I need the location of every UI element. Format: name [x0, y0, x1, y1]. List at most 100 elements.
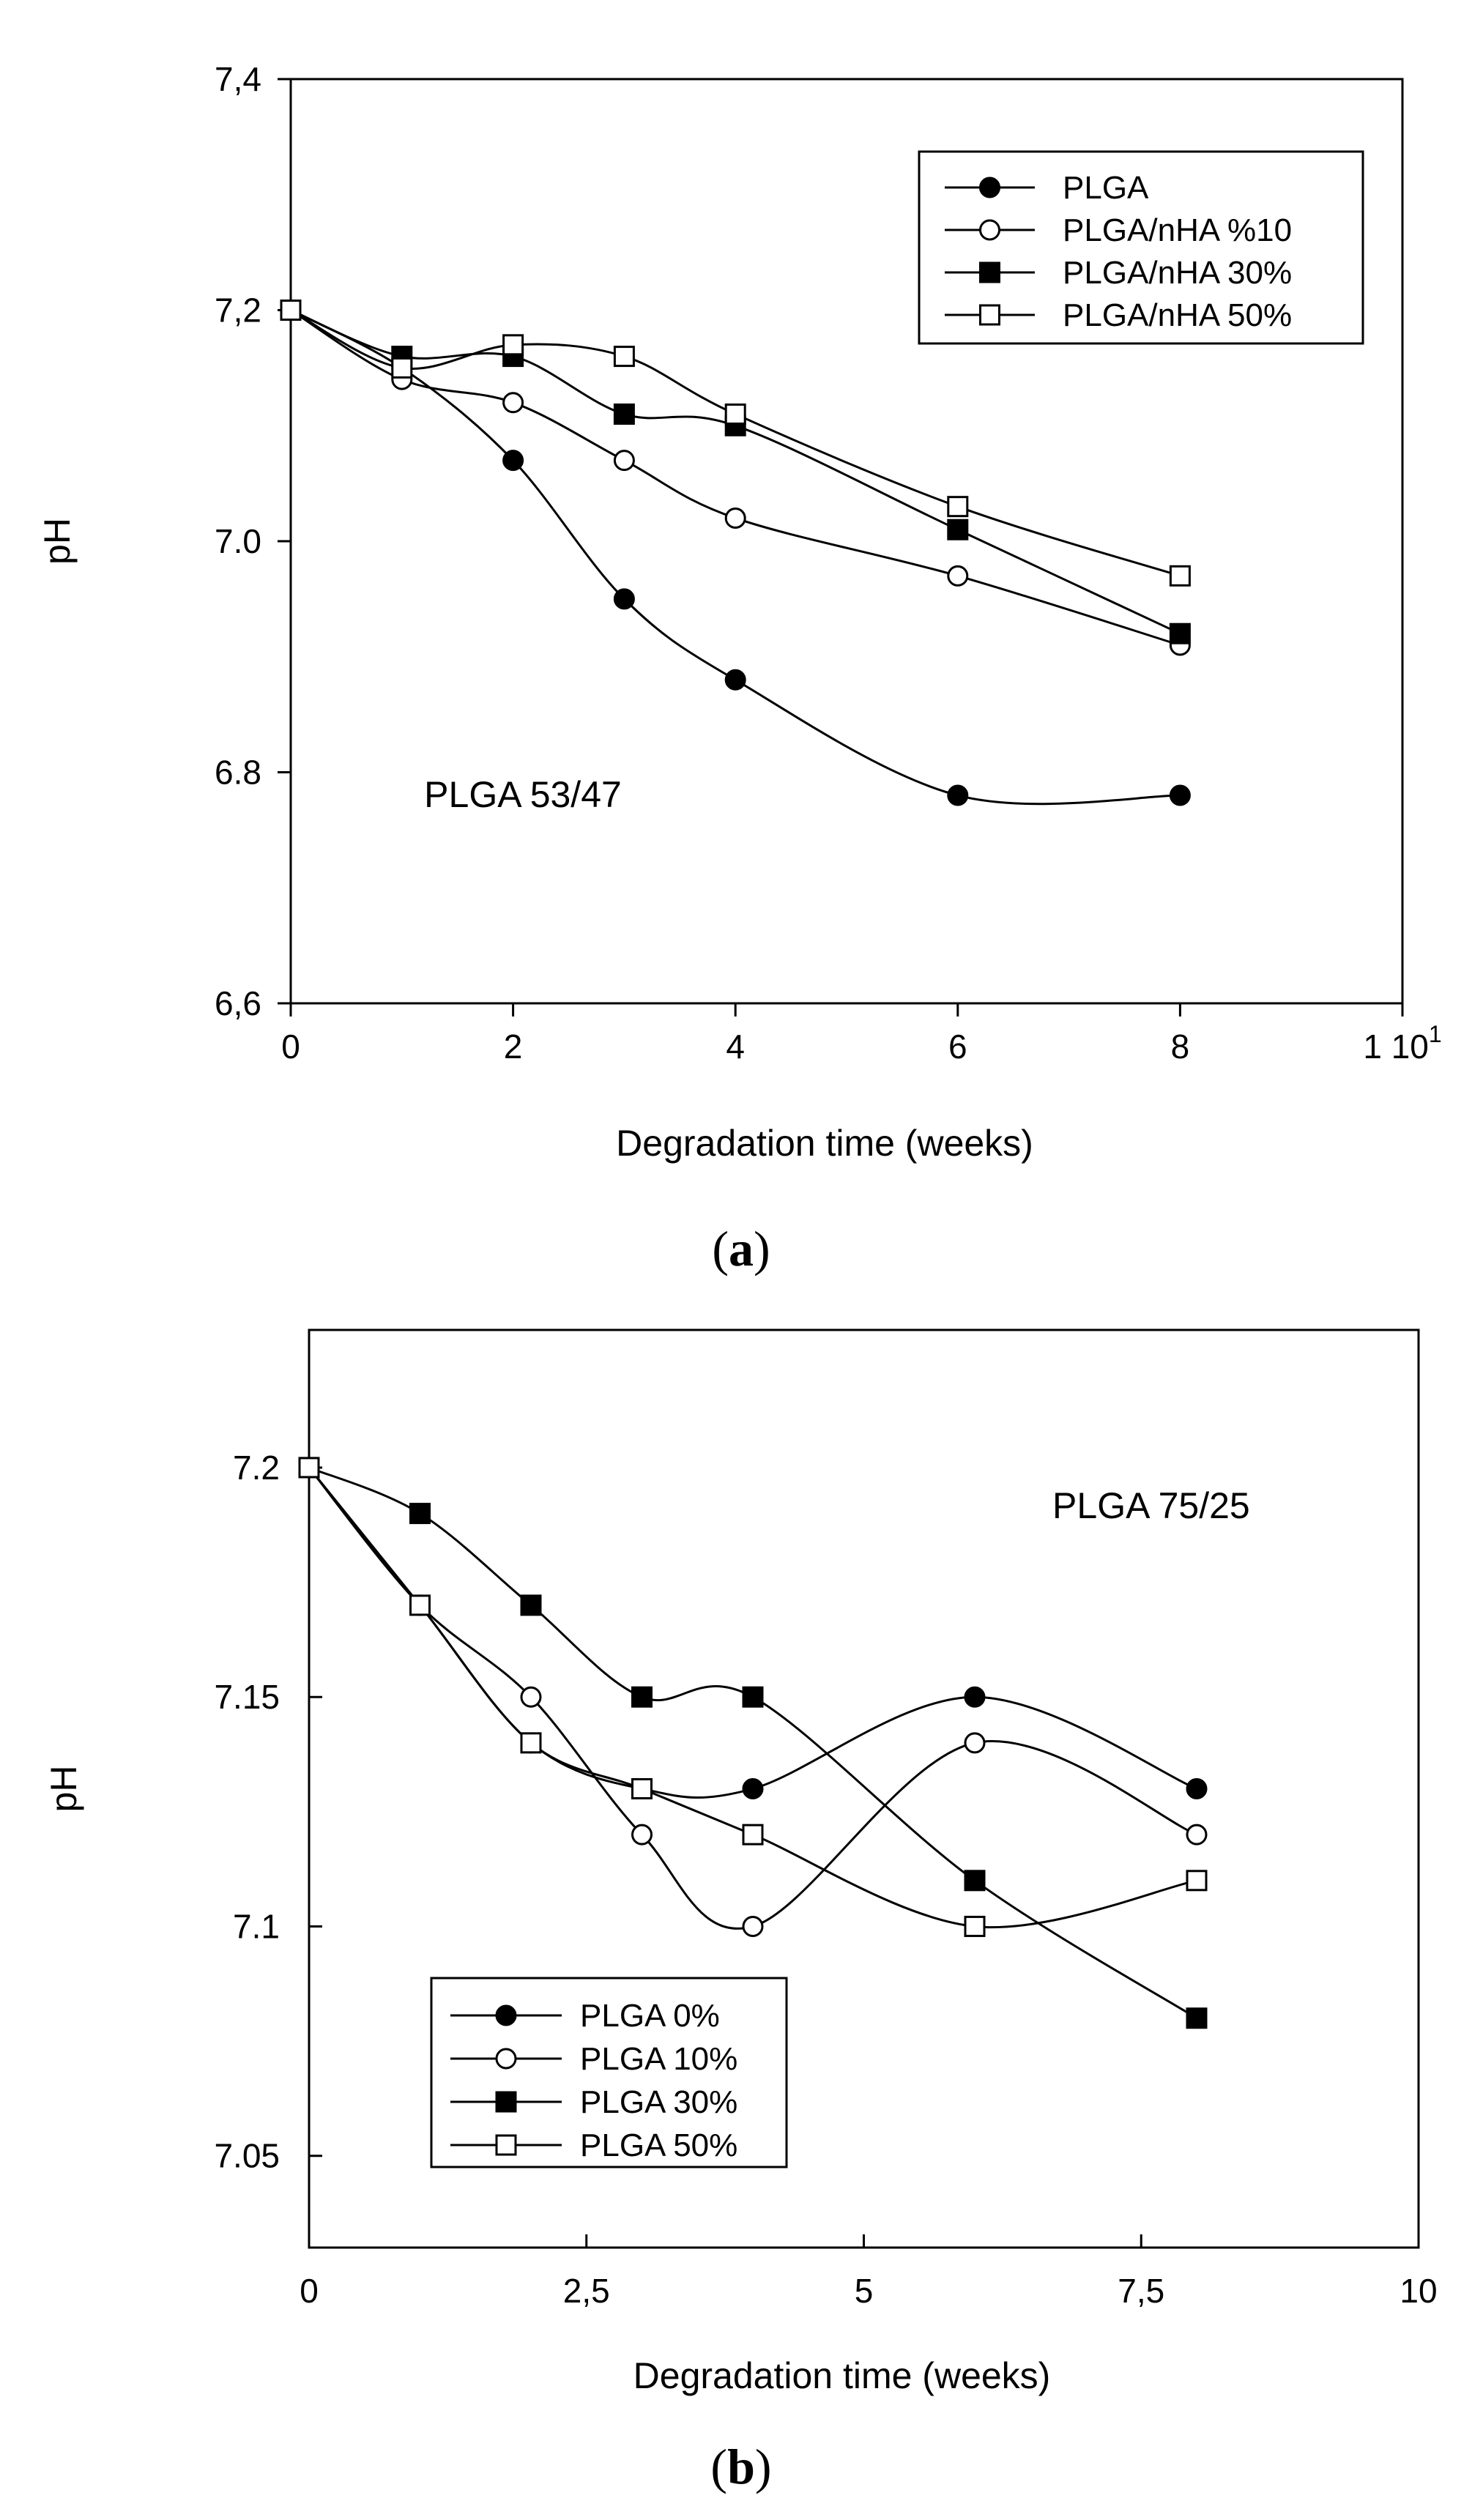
series-1: [280, 300, 1191, 806]
x-tick-label: 7,5: [1118, 2272, 1164, 2310]
y-axis-label: pH: [43, 1766, 84, 1813]
y-tick-label: 7,4: [215, 60, 261, 98]
legend-label: PLGA/nHA 30%: [1063, 255, 1292, 291]
data-point: [298, 1457, 320, 1479]
y-tick-label: 7.15: [214, 1678, 280, 1716]
y-tick-label: 6,6: [215, 984, 261, 1022]
panel-label: (b): [710, 2439, 771, 2494]
data-point: [724, 415, 746, 436]
data-point: [1186, 1870, 1208, 1892]
y-tick-label: 7,2: [215, 291, 261, 330]
data-point: [742, 1915, 764, 1937]
data-point: [947, 496, 969, 518]
panel-label: (a): [712, 1221, 770, 1276]
legend-marker: [979, 176, 1000, 198]
data-point: [724, 669, 746, 691]
data-point: [742, 1778, 764, 1799]
series-2: [280, 300, 1191, 656]
data-point: [1186, 2007, 1208, 2029]
data-point: [1169, 784, 1191, 806]
series-line: [290, 309, 1181, 635]
data-point: [964, 1870, 986, 1892]
legend-label: PLGA 10%: [580, 2041, 737, 2077]
x-tick-label: 1 101: [1363, 1021, 1441, 1066]
data-point: [1169, 622, 1191, 644]
data-point: [947, 784, 969, 806]
data-point: [631, 1778, 653, 1799]
data-point: [742, 1824, 764, 1846]
data-point: [520, 1686, 542, 1708]
series-3: [280, 300, 1191, 644]
x-tick-label: 6: [948, 1027, 967, 1066]
data-point: [502, 334, 524, 356]
legend-label: PLGA 30%: [580, 2084, 737, 2120]
x-tick-label: 4: [726, 1027, 745, 1066]
chart-a: 0 2 4 6 8 1 101 6,6 6.8 7.0 7,2 7,4 Degradation tim…: [37, 60, 1442, 1276]
data-point: [391, 357, 413, 379]
legend-label: PLGA/nHA %10: [1063, 212, 1292, 248]
x-tick-label: 5: [855, 2272, 874, 2310]
chart-annotation: PLGA 53/47: [424, 774, 622, 815]
legend-marker: [495, 2091, 517, 2113]
x-tick-label: 0: [300, 2272, 319, 2310]
series-4: [298, 1457, 1208, 1937]
data-point: [964, 1915, 986, 1937]
data-point: [631, 1686, 653, 1708]
data-point: [520, 1594, 542, 1616]
data-point: [613, 403, 635, 425]
y-tick-label: 7.2: [233, 1449, 280, 1487]
data-point: [742, 1686, 764, 1708]
y-axis-label: pH: [37, 518, 78, 565]
data-point: [947, 519, 969, 540]
chart-b: 0 2,5 5 7,5 10 7.05 7.1 7.15 7.2 Degradation time…: [43, 1328, 1438, 2494]
y-tick-label: 7.1: [233, 1907, 280, 1945]
data-point: [613, 346, 635, 368]
data-point: [1186, 1824, 1208, 1846]
legend-marker: [979, 261, 1000, 283]
legend-box: [430, 1977, 788, 2168]
y-tick-label: 6.8: [215, 754, 261, 792]
chart-annotation: PLGA 75/25: [1052, 1485, 1250, 1526]
legend: PLGA 0% PLGA 10% PLGA 30% PLGA 50%: [430, 1977, 788, 2168]
x-tick-label: 0: [281, 1027, 300, 1066]
legend-marker: [495, 2004, 517, 2026]
legend-marker: [979, 304, 1000, 326]
x-axis-label: Degradation time (weeks): [616, 1123, 1033, 1164]
series-line: [290, 309, 1181, 806]
legend-label: PLGA: [1063, 170, 1149, 206]
data-point: [613, 450, 635, 472]
data-point: [1169, 565, 1191, 587]
x-tick-label: 8: [1171, 1027, 1190, 1066]
x-tick-label: 2: [504, 1027, 523, 1066]
data-point: [502, 392, 524, 414]
series-line: [290, 309, 1181, 577]
data-point: [409, 1503, 431, 1525]
data-point: [964, 1732, 986, 1754]
series-3: [298, 1457, 1208, 2029]
data-point: [1186, 1778, 1208, 1799]
y-tick-label: 7.0: [215, 522, 261, 560]
data-point: [520, 1732, 542, 1754]
legend-label: PLGA/nHA 50%: [1063, 297, 1292, 333]
data-point: [280, 300, 302, 321]
legend: PLGA PLGA/nHA %10 PLGA/nHA 30% PLGA/nHA 50%: [918, 150, 1364, 345]
legend-marker: [495, 2134, 517, 2156]
y-tick-label: 7.05: [214, 2137, 280, 2175]
legend-label: PLGA 50%: [580, 2127, 737, 2163]
series-line: [290, 309, 1181, 647]
data-point: [409, 1594, 431, 1616]
legend-marker: [495, 2048, 517, 2070]
series-4: [280, 300, 1191, 587]
x-tick-label: 10: [1400, 2272, 1437, 2310]
data-point: [724, 403, 746, 425]
x-tick-label: 2,5: [563, 2272, 610, 2310]
legend-marker: [979, 219, 1000, 241]
data-point: [964, 1686, 986, 1708]
data-point: [947, 565, 969, 587]
data-point: [631, 1824, 653, 1846]
x-axis-label: Degradation time (weeks): [633, 2355, 1051, 2396]
series-line: [308, 1466, 1197, 2020]
data-point: [724, 507, 746, 529]
data-point: [613, 588, 635, 610]
